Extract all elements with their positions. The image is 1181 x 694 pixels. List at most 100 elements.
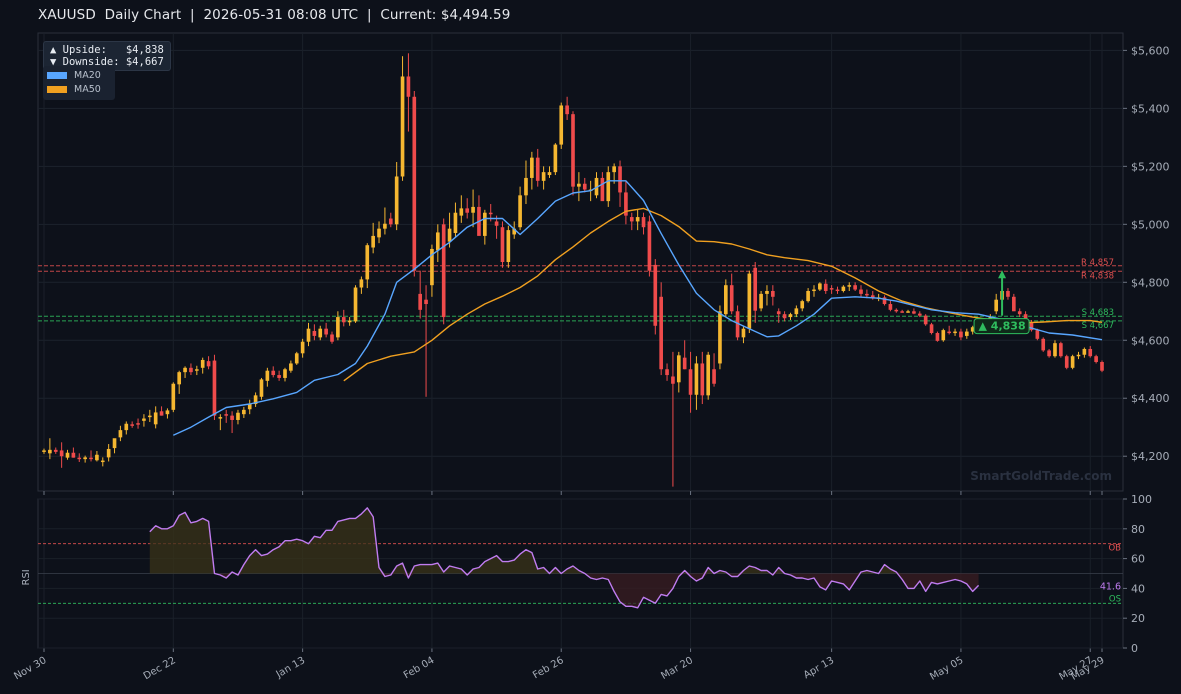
candle-body — [853, 285, 857, 290]
candle-body — [277, 375, 281, 378]
candle-body — [894, 309, 899, 312]
legend-label-ma20: MA20 — [74, 69, 101, 81]
candle-body — [776, 311, 781, 315]
candle-body — [612, 166, 616, 173]
candle-body — [100, 460, 105, 463]
target-badge-label: ▲ 4,838 — [979, 320, 1026, 333]
candle-body — [453, 212, 458, 234]
candle-body — [618, 166, 622, 193]
legend-item-ma20: MA20 — [47, 69, 101, 81]
candle-body — [189, 367, 193, 373]
candle-body — [483, 212, 487, 236]
candle-body — [318, 328, 323, 338]
candle-body — [941, 330, 946, 341]
candle-body — [512, 228, 517, 235]
candle-body — [553, 144, 558, 173]
candle-body — [906, 311, 910, 313]
candle-body — [471, 206, 475, 213]
target-arrow-head — [998, 270, 1007, 279]
candle-body — [506, 230, 511, 262]
x-tick-label: Jan 13 — [274, 655, 307, 681]
candle-body — [712, 369, 716, 384]
candle-body — [771, 290, 775, 297]
candle-body — [694, 363, 699, 395]
candle-body — [735, 311, 740, 338]
candle-body — [994, 299, 999, 312]
candle-body — [65, 452, 70, 458]
candle-body — [147, 415, 152, 418]
candle-body — [959, 331, 963, 338]
downside-target: ▼ Downside: $4,667 — [50, 56, 164, 68]
candle-body — [671, 376, 675, 384]
candle-body — [130, 424, 134, 426]
candle-body — [647, 221, 652, 271]
candle-body — [324, 328, 328, 335]
candle-body — [1070, 356, 1075, 368]
legend-label-ma50: MA50 — [74, 83, 101, 95]
price-tick-label: $5,200 — [1131, 160, 1170, 173]
candle-body — [418, 293, 422, 310]
candle-body — [1059, 343, 1063, 357]
candle-body — [870, 295, 875, 299]
candle-body — [1017, 311, 1022, 315]
rsi-axis-label: RSI — [21, 569, 32, 585]
candle-body — [1082, 348, 1087, 355]
candle-body — [341, 317, 346, 323]
ma50-line — [343, 207, 1103, 382]
candle-body — [283, 369, 287, 378]
candle-body — [700, 363, 705, 396]
candle-body — [682, 357, 687, 370]
candle-body — [759, 293, 763, 309]
candle-body — [1094, 356, 1098, 363]
candle-body — [788, 314, 793, 318]
price-panel — [37, 32, 1124, 492]
candle-body — [77, 457, 82, 460]
candle-body — [1100, 362, 1104, 371]
candle-body — [212, 360, 217, 416]
candle-body — [59, 450, 64, 457]
candle-body — [371, 235, 375, 248]
x-tick-label: Feb 04 — [402, 655, 437, 681]
candle-body — [71, 452, 76, 458]
candle-body — [353, 287, 358, 322]
candle-body — [200, 359, 205, 368]
candle-body — [600, 177, 605, 202]
candle-body — [624, 192, 628, 216]
rsi-fill-above — [149, 507, 979, 574]
candle-body — [688, 369, 693, 395]
candle-body — [535, 157, 540, 181]
rsi-tick-label: 60 — [1131, 553, 1145, 566]
candle-body — [1053, 343, 1057, 357]
candle-body — [823, 283, 828, 291]
candle-body — [412, 96, 417, 271]
candle-body — [488, 212, 493, 215]
candle-body — [1029, 322, 1034, 331]
rsi-tick-label: 20 — [1131, 612, 1145, 625]
price-tick-label: $4,200 — [1131, 450, 1170, 463]
x-tick-label: Apr 13 — [802, 655, 836, 681]
legend-item-ma50: MA50 — [47, 83, 101, 95]
candle-body — [970, 327, 975, 332]
x-tick-label: Dec 22 — [142, 655, 178, 682]
rsi-tick-label: 40 — [1131, 582, 1145, 595]
candle-body — [1006, 290, 1010, 297]
candle-body — [89, 457, 93, 460]
candle-body — [565, 105, 569, 115]
candle-body — [435, 232, 440, 251]
candle-body — [236, 412, 240, 420]
candle-body — [741, 328, 746, 338]
candle-body — [124, 423, 129, 431]
candle-body — [900, 311, 904, 313]
resistance-level-label: R 4,838 — [1081, 271, 1114, 281]
candle-body — [224, 414, 229, 416]
candle-body — [494, 221, 499, 226]
candle-body — [1035, 330, 1040, 339]
candle-body — [383, 223, 387, 229]
candle-body — [641, 217, 646, 228]
ma20-line — [173, 180, 1103, 436]
x-tick-label: Mar 20 — [659, 655, 695, 682]
candle-body — [465, 208, 470, 213]
candle-body — [923, 315, 928, 325]
candle-body — [230, 415, 234, 420]
candle-body — [818, 283, 822, 290]
